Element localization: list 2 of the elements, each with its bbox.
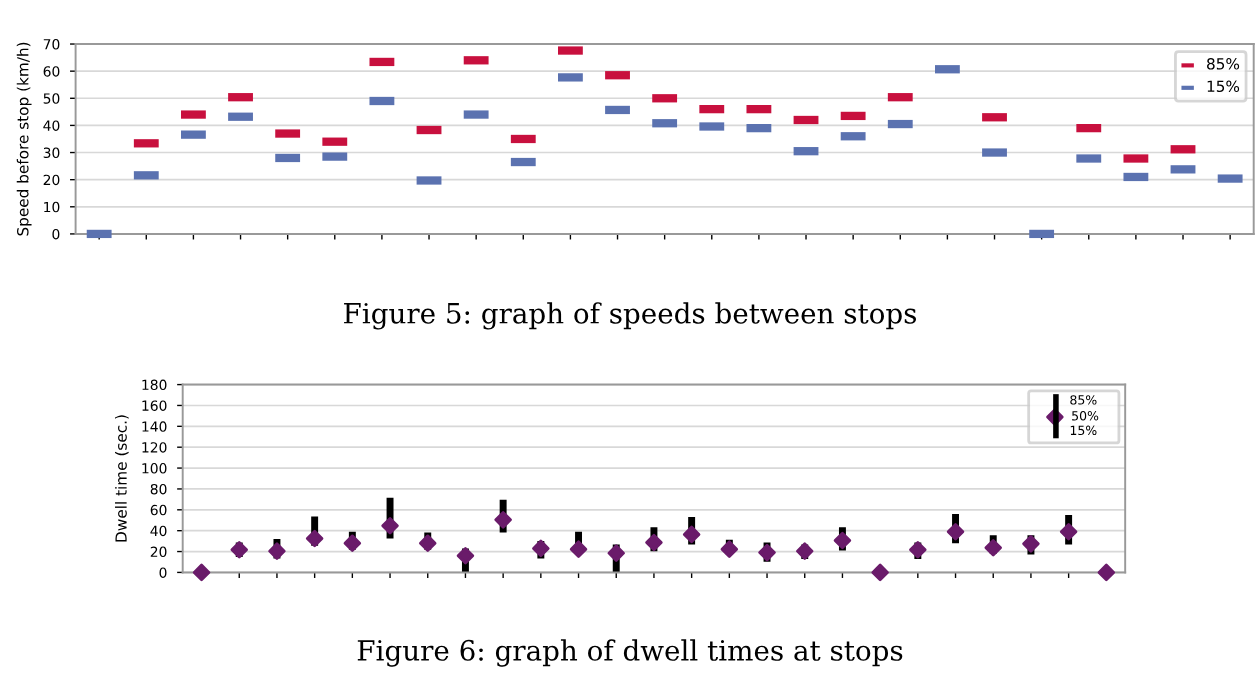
caption: Figure 5: graph of speeds between stops bbox=[344, 302, 917, 330]
caption: Figure 6: graph of dwell times at stops bbox=[357, 639, 903, 667]
